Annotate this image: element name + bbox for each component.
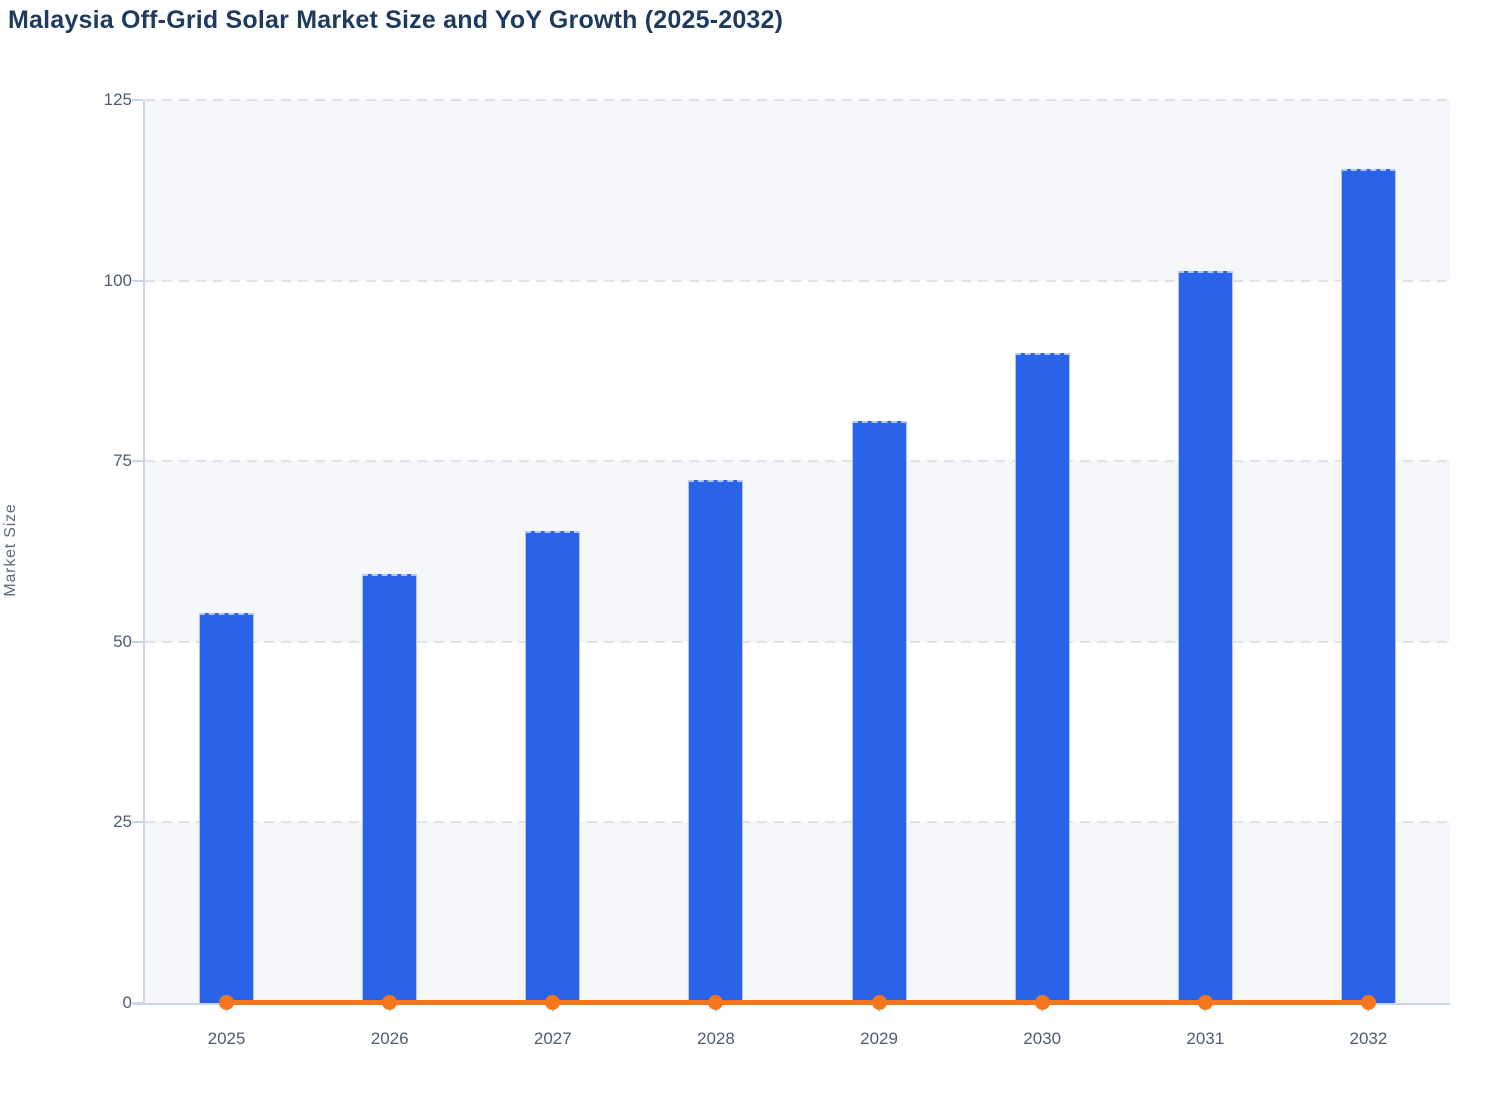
gridline-100 <box>145 279 1450 282</box>
yoy-growth-marker-2031[interactable] <box>1197 994 1213 1010</box>
bar-2027[interactable] <box>525 530 581 1003</box>
x-tick-label-2032: 2032 <box>1349 1029 1388 1048</box>
y-tick-label-0: 0 <box>122 993 132 1012</box>
bar-2025[interactable] <box>199 612 255 1003</box>
y-tick-label-100: 100 <box>103 270 132 290</box>
yoy-growth-marker-2030[interactable] <box>1034 994 1050 1010</box>
y-axis-title: Market Size <box>2 503 19 597</box>
x-tick-label-2025: 2025 <box>207 1029 246 1048</box>
x-tick-label-2028: 2028 <box>697 1029 735 1048</box>
gridline-125 <box>145 99 1450 101</box>
y-tick-label-25: 25 <box>113 812 132 832</box>
x-tick-label-2030: 2030 <box>1023 1029 1062 1048</box>
plot-band-0 <box>145 100 1450 281</box>
yoy-growth-line[interactable] <box>226 999 1369 1005</box>
y-axis-tick-75 <box>132 460 143 463</box>
y-axis-tick-100 <box>132 279 143 282</box>
y-tick-label-50: 50 <box>113 631 132 651</box>
yoy-growth-marker-2025[interactable] <box>219 994 235 1010</box>
y-tick-label-125: 125 <box>103 90 132 109</box>
plot-band-2 <box>145 461 1450 642</box>
y-axis-line <box>143 100 145 1003</box>
yoy-growth-marker-2032[interactable] <box>1360 994 1376 1010</box>
yoy-growth-marker-2028[interactable] <box>708 994 724 1010</box>
y-tick-label-75: 75 <box>113 451 132 471</box>
yoy-growth-marker-2026[interactable] <box>382 994 398 1010</box>
x-tick-label-2029: 2029 <box>860 1029 898 1048</box>
x-tick-label-2027: 2027 <box>533 1029 572 1048</box>
gridline-50 <box>145 640 1450 643</box>
plot-band-4 <box>145 822 1450 1003</box>
plot-band-1 <box>145 280 1450 462</box>
bar-2030[interactable] <box>1014 352 1070 1003</box>
y-axis-tick-125 <box>132 99 143 101</box>
bar-2028[interactable] <box>688 479 744 1003</box>
bar-2032[interactable] <box>1340 169 1396 1003</box>
gridline-25 <box>145 821 1450 824</box>
bar-2029[interactable] <box>851 421 907 1003</box>
gridline-75 <box>145 460 1450 463</box>
x-tick-label-2026: 2026 <box>370 1029 409 1048</box>
bar-2031[interactable] <box>1177 270 1233 1003</box>
bar-2026[interactable] <box>362 573 418 1003</box>
plot-band-3 <box>145 641 1450 823</box>
yoy-growth-marker-2027[interactable] <box>545 994 561 1010</box>
plot-area <box>132 99 1450 1012</box>
yoy-growth-marker-2029[interactable] <box>871 994 887 1010</box>
chart-title: Malaysia Off-Grid Solar Market Size and … <box>8 6 784 34</box>
y-axis-tick-50 <box>132 640 143 643</box>
y-axis-tick-25 <box>132 821 143 824</box>
x-tick-label-2031: 2031 <box>1186 1029 1225 1048</box>
